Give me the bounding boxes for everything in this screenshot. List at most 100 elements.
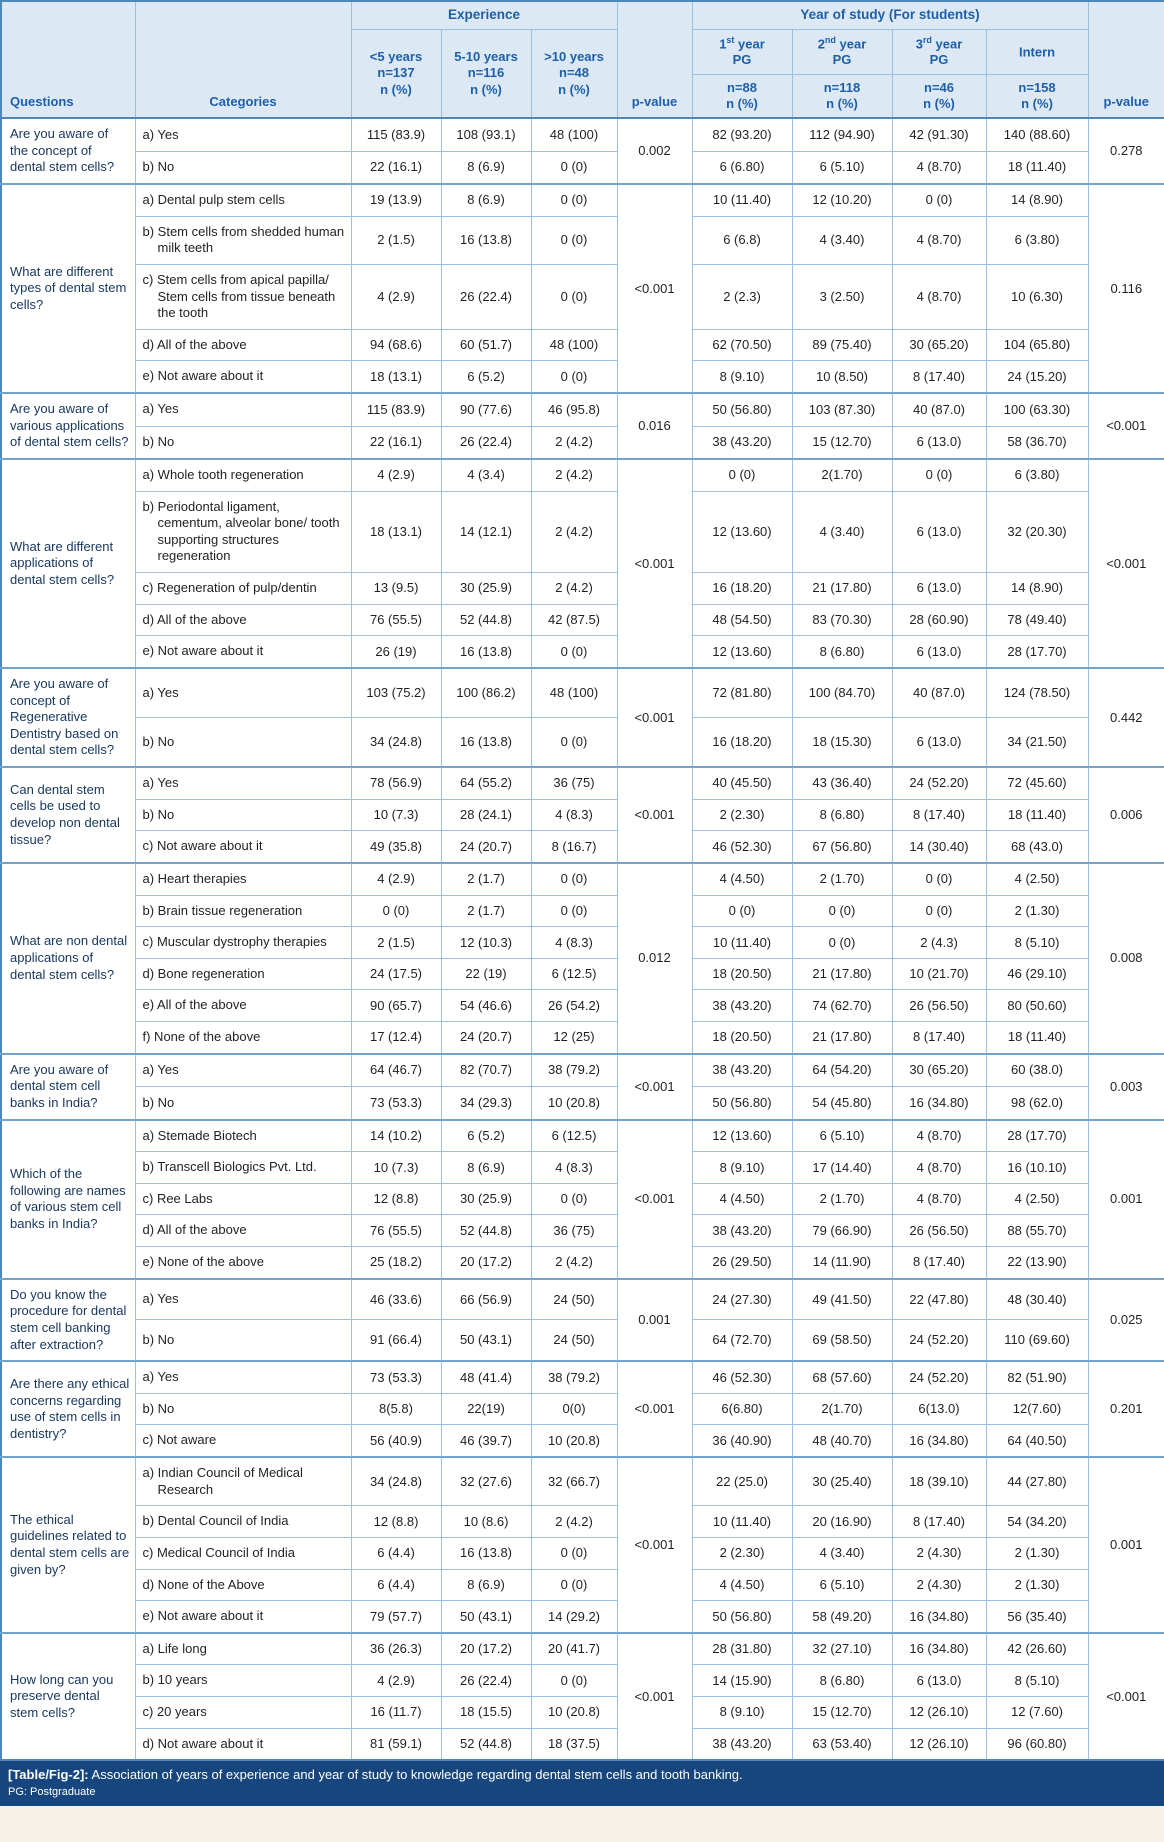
- year-value-cell: 12(7.60): [985, 1392, 1089, 1426]
- year-value-cell: 14 (8.90): [985, 183, 1089, 217]
- experience-value-cell: 0 (0): [530, 150, 618, 185]
- table-row: c) Not aware 56 (40.9) 46 (39.7) 10 (20.8) 3…: [1, 1424, 1164, 1458]
- category-cell: e) Not aware about it: [134, 635, 352, 669]
- year-value-cell: 8 (9.10): [691, 360, 793, 394]
- question-cell: Are you aware of the concept of dental s…: [0, 117, 136, 185]
- experience-value-cell: 2 (4.2): [530, 572, 618, 605]
- year-value-cell: 68 (43.0): [985, 830, 1089, 864]
- year-value-cell: 6 (13.0): [891, 572, 987, 605]
- year-value-cell: 6 (3.80): [985, 215, 1089, 265]
- experience-value-cell: 0 (0): [530, 717, 618, 768]
- year-value-cell: 74 (62.70): [791, 989, 893, 1023]
- year-value-cell: 4 (3.40): [791, 215, 893, 265]
- table-row: b) Dental Council of India 12 (8.8) 10 (8.…: [1, 1505, 1164, 1538]
- year-value-cell: 18 (15.30): [791, 717, 893, 768]
- year-value-cell: 20 (16.90): [791, 1505, 893, 1538]
- col-group-experience: Experience: [350, 0, 618, 30]
- year-value-cell: 104 (65.80): [985, 328, 1089, 362]
- table-row: d) Not aware about it 81 (59.1) 52 (44.8) 1…: [1, 1727, 1164, 1761]
- table-row: Are you aware of various applications of…: [0, 392, 1164, 460]
- category-cell: b) No: [134, 150, 352, 185]
- experience-value-cell: 32 (27.6): [440, 1456, 532, 1507]
- table-row: d) All of the above 76 (55.5) 52 (44.8) 36 …: [1, 1214, 1164, 1248]
- experience-value-cell: 49 (35.8): [350, 830, 442, 864]
- table-row: Are there any ethical concerns regarding…: [0, 1360, 1164, 1458]
- year-value-cell: 0 (0): [891, 457, 987, 492]
- year-value-cell: 26 (29.50): [691, 1246, 793, 1280]
- year-value-cell: 4 (8.70): [891, 1151, 987, 1184]
- experience-value-cell: 46 (95.8): [530, 392, 618, 427]
- experience-value-cell: 6 (4.4): [350, 1536, 442, 1570]
- year-value-cell: 4 (3.40): [791, 490, 893, 574]
- col-header-year3: 3rd year PG: [891, 28, 987, 75]
- header-row-counts: n=88 n (%) n=118 n (%) n=46 n (%) n=158 …: [1, 73, 1164, 119]
- table-row: b) 10 years 4 (2.9) 26 (22.4) 0 (0) 14 (15.9…: [1, 1664, 1164, 1698]
- year-value-cell: 12 (26.10): [891, 1727, 987, 1761]
- year-value-cell: 8 (6.80): [791, 635, 893, 669]
- experience-value-cell: 6 (4.4): [350, 1568, 442, 1602]
- year-value-cell: 32 (20.30): [985, 490, 1089, 574]
- header-row-groups: Questions Categories Experience p-value …: [0, 0, 1164, 119]
- experience-value-cell: 46 (33.6): [350, 1277, 442, 1321]
- year-value-cell: 2 (2.30): [691, 798, 793, 832]
- year-value-cell: 64 (72.70): [691, 1319, 793, 1362]
- year-value-cell: 14 (15.90): [691, 1664, 793, 1698]
- year-value-cell: 6 (6.80): [691, 150, 793, 185]
- col-header-exp-lt5: <5 years n=137 n (%): [350, 28, 442, 119]
- category-cell: a) Yes: [134, 1052, 352, 1088]
- year-pvalue-cell: 0.003: [1087, 1052, 1164, 1121]
- year-value-cell: 60 (38.0): [985, 1052, 1089, 1088]
- experience-value-cell: 6 (5.2): [440, 1118, 532, 1153]
- experience-value-cell: 8 (6.9): [440, 1568, 532, 1602]
- question-cell: Do you know the procedure for dental ste…: [0, 1277, 136, 1362]
- experience-value-cell: 20 (17.2): [440, 1246, 532, 1280]
- year-value-cell: 17 (14.40): [791, 1151, 893, 1184]
- category-cell: d) Not aware about it: [134, 1727, 352, 1761]
- category-cell: a) Yes: [134, 117, 352, 152]
- experience-value-cell: 50 (43.1): [440, 1600, 532, 1634]
- year-value-cell: 32 (27.10): [791, 1631, 893, 1666]
- year-value-cell: 50 (56.80): [691, 1086, 793, 1121]
- year-value-cell: 4 (4.50): [691, 861, 793, 896]
- table-row: What are different types of dental stem …: [0, 183, 1164, 394]
- table-row: d) All of the above 76 (55.5) 52 (44.8) 42 …: [1, 603, 1164, 637]
- year-value-cell: 82 (93.20): [691, 117, 793, 152]
- experience-pvalue-cell: <0.001: [616, 1456, 693, 1634]
- experience-value-cell: 4 (8.3): [530, 1151, 618, 1184]
- year-value-cell: 42 (91.30): [891, 117, 987, 152]
- experience-value-cell: 115 (83.9): [350, 117, 442, 152]
- question-cell: What are different applications of denta…: [0, 457, 136, 669]
- year-value-cell: 8 (17.40): [891, 1505, 987, 1538]
- experience-value-cell: 108 (93.1): [440, 117, 532, 152]
- year-value-cell: 44 (27.80): [985, 1456, 1089, 1507]
- year-value-cell: 40 (45.50): [691, 766, 793, 800]
- year-value-cell: 30 (25.40): [791, 1456, 893, 1507]
- header-line: 3rd year: [915, 34, 963, 52]
- experience-value-cell: 38 (79.2): [530, 1360, 618, 1394]
- experience-value-cell: 52 (44.8): [440, 1214, 532, 1248]
- year-value-cell: 16 (10.10): [985, 1151, 1089, 1184]
- year-value-cell: 0 (0): [891, 183, 987, 217]
- year-value-cell: 2 (1.70): [791, 1182, 893, 1216]
- year-value-cell: 56 (35.40): [985, 1600, 1089, 1634]
- table-row: e) Not aware about it 18 (13.1) 6 (5.2) 0 (…: [1, 360, 1164, 394]
- year-value-cell: 48 (40.70): [791, 1424, 893, 1458]
- year-value-cell: 4 (2.50): [985, 1182, 1089, 1216]
- experience-value-cell: 36 (75): [530, 766, 618, 800]
- experience-value-cell: 14 (10.2): [350, 1118, 442, 1153]
- category-cell: a) Whole tooth regeneration: [134, 457, 352, 492]
- experience-value-cell: 10 (20.8): [530, 1086, 618, 1121]
- table-row: Are you aware of the concept of dental s…: [0, 117, 1164, 185]
- category-cell: c) Medical Council of India: [134, 1536, 352, 1570]
- year-value-cell: 64 (54.20): [791, 1052, 893, 1088]
- table-row: b) No 10 (7.3) 28 (24.1) 4 (8.3) 2 (2.30) 8 (…: [1, 798, 1164, 832]
- experience-value-cell: 16 (13.8): [440, 717, 532, 768]
- experience-value-cell: 2 (4.2): [530, 457, 618, 492]
- experience-value-cell: 18 (13.1): [350, 360, 442, 394]
- experience-value-cell: 16 (13.8): [440, 1536, 532, 1570]
- year-value-cell: 50 (56.80): [691, 392, 793, 427]
- col-header-categories: Categories: [134, 0, 352, 119]
- category-cell: a) Yes: [134, 1277, 352, 1321]
- col-group-year-of-study: Year of study (For students): [691, 0, 1089, 30]
- experience-value-cell: 36 (26.3): [350, 1631, 442, 1666]
